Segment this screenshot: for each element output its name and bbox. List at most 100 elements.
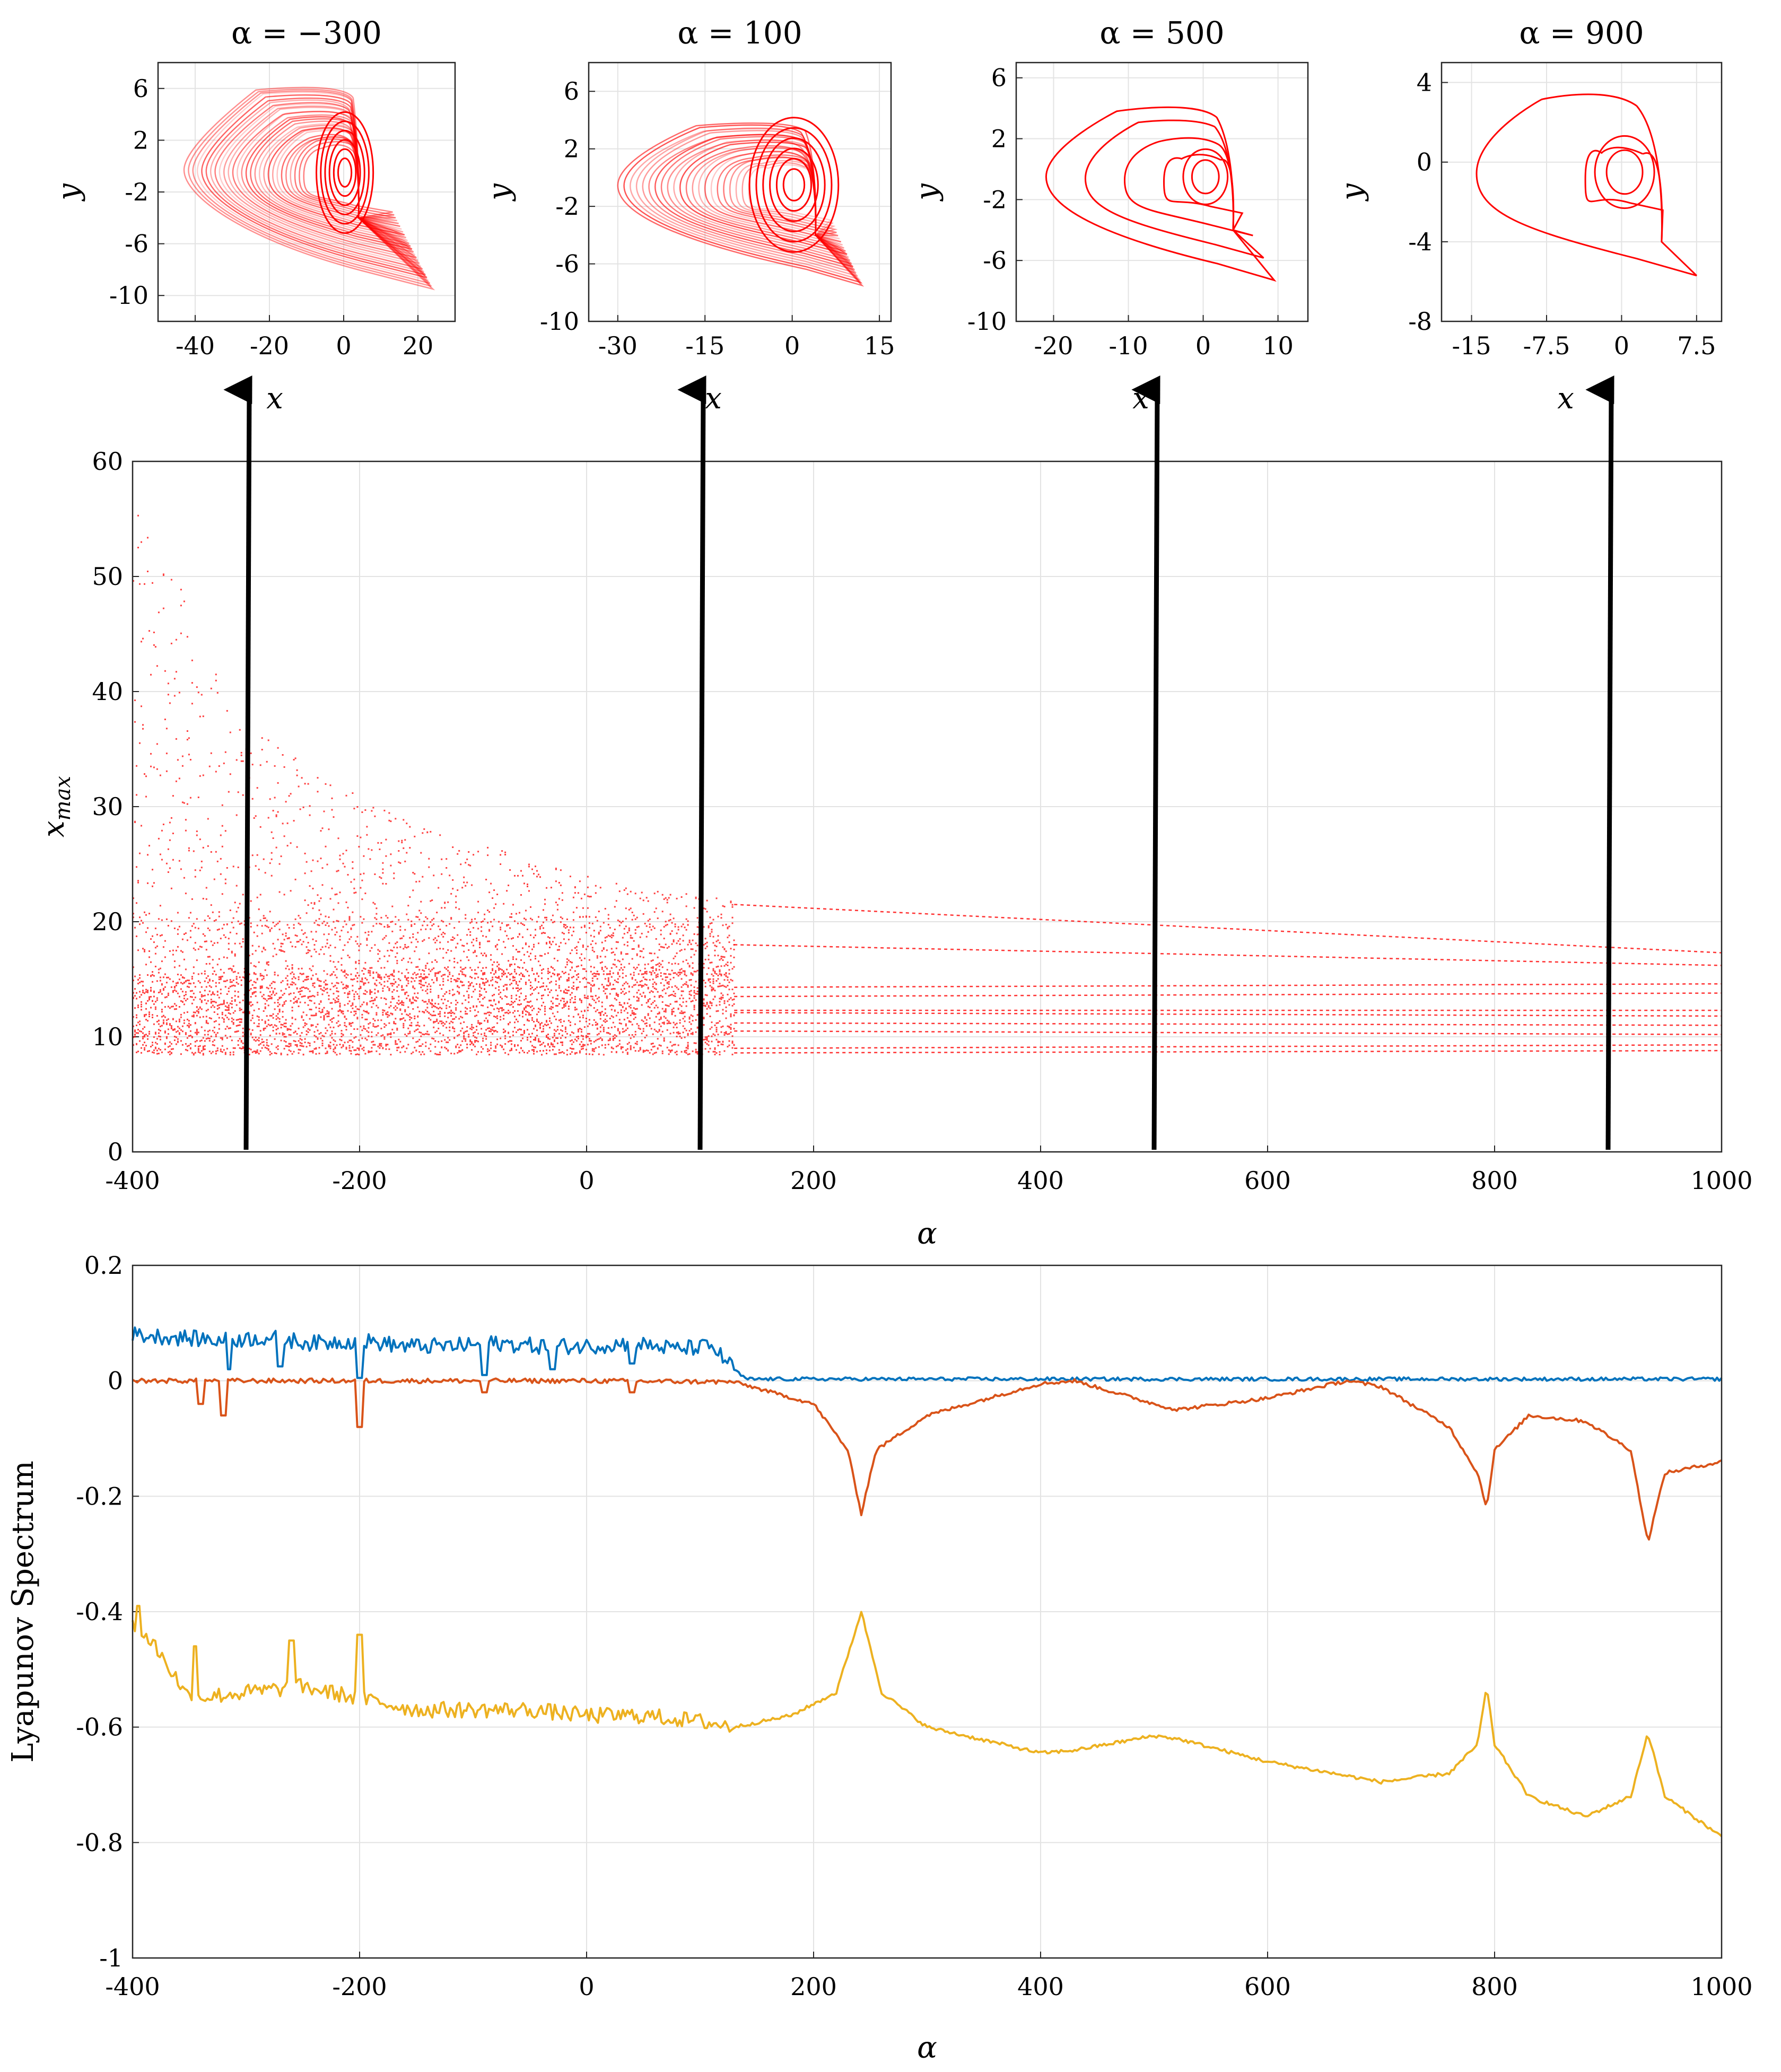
bifurcation-diagram: -400 -200 0 200 400 600 800 1000 0 10 20 30 40 50 60 α x…	[37, 447, 1753, 1251]
y-tick-label: 6	[133, 74, 149, 103]
trajectory-core-loop	[337, 158, 353, 188]
x-tick-label: -15	[1452, 331, 1491, 360]
x-tick-label: -40	[176, 331, 215, 360]
trajectory-core-loop	[333, 148, 357, 197]
x-tick-label: -7.5	[1523, 331, 1570, 360]
tick-labels: -15 -7.5 0 7.5 4 0 -4 -8	[1408, 68, 1716, 360]
periodic-branch	[734, 944, 1722, 966]
y-tick-label: -1	[99, 1944, 123, 1972]
arrow-alpha-900	[1585, 375, 1614, 1150]
trajectory-core-loop	[755, 127, 833, 243]
y-tick-label: -0.2	[76, 1482, 123, 1510]
x-tick-label: 600	[1244, 1972, 1291, 2001]
y-tick-label: 10	[92, 1022, 123, 1051]
alpha-pointer-arrows	[223, 375, 1614, 1150]
periodic-branch	[734, 904, 1722, 954]
periodic-branch	[734, 1022, 1722, 1026]
x-tick-label: 0	[1195, 331, 1211, 360]
y-tick-label: 2	[564, 135, 579, 163]
trajectory-loop	[196, 91, 429, 282]
y-tick-label: -2	[555, 192, 579, 221]
chaotic-region-points	[133, 514, 735, 1056]
y-tick-label: -8	[1408, 307, 1432, 336]
trajectory-loop	[299, 141, 395, 219]
y-tick-label: -4	[1408, 228, 1432, 256]
periodic-branches	[734, 904, 1722, 1054]
phase-portrait-ylabel: y	[51, 183, 86, 202]
y-tick-label: -6	[555, 250, 579, 278]
tick-labels: -20 -10 0 10 6 2 -2 -6 -10	[967, 64, 1294, 360]
phase-portrait-alpha-900: -15 -7.5 0 7.5 4 0 -4 -8 α = 900 x y	[1335, 15, 1723, 416]
series-λ3	[132, 1605, 1723, 1837]
y-tick-label: 4	[1417, 68, 1432, 97]
y-tick-label: -6	[983, 246, 1007, 275]
phase-portrait-alpha-minus-300: -40 -20 0 20 6 2 -2 -6 -10 α = −300 x y	[51, 15, 456, 416]
y-tick-label: 0	[108, 1138, 123, 1166]
trajectory-core-loop	[775, 158, 812, 212]
x-tick-label: 0	[579, 1166, 594, 1195]
ylabel-main: x	[37, 820, 71, 837]
trajectory-loop	[201, 94, 427, 278]
grid-lines	[1442, 63, 1722, 322]
series-λ2	[132, 1377, 1722, 1541]
y-tick-label: 6	[991, 64, 1007, 92]
attractor-trajectory	[1476, 93, 1697, 277]
bifurcation-xlabel: α	[917, 1217, 937, 1251]
y-tick-label: -0.4	[76, 1597, 123, 1626]
y-tick-label: -6	[125, 230, 149, 258]
y-tick-label: 0	[1417, 148, 1432, 177]
trajectory-core-loop	[1191, 159, 1220, 195]
lyapunov-xlabel: α	[917, 2031, 937, 2065]
x-tick-label: 400	[1017, 1972, 1064, 2001]
y-tick-label: 2	[133, 126, 149, 154]
series-λ1	[132, 1326, 1723, 1382]
x-tick-label: 800	[1471, 1972, 1518, 2001]
attractor-trajectory	[183, 86, 435, 291]
y-tick-label: -2	[125, 178, 149, 206]
trajectory-core-loop	[1605, 149, 1644, 195]
tick-labels: -30 -15 0 15 6 2 -2 -6 -10	[540, 77, 895, 360]
trajectory-loop	[1084, 119, 1264, 259]
trajectory-loop	[1045, 106, 1277, 282]
x-tick-label: 15	[864, 331, 895, 360]
arrow-alpha-minus-300	[223, 375, 252, 1150]
x-tick-label: 1000	[1690, 1166, 1752, 1195]
periodic-branch	[734, 1012, 1722, 1017]
lyapunov-series	[132, 1326, 1723, 1837]
x-tick-label: 7.5	[1677, 331, 1716, 360]
y-tick-label: -0.8	[76, 1828, 123, 1857]
ylabel-subscript: max	[51, 776, 75, 820]
axes-frame	[132, 460, 1723, 1153]
y-tick-label: 40	[92, 677, 123, 706]
x-tick-label: 0	[579, 1972, 594, 2001]
trajectory-loop	[192, 90, 431, 284]
arrow-alpha-100	[677, 375, 706, 1150]
trajectory-loop	[183, 86, 435, 291]
trajectory-core-loop	[748, 117, 840, 253]
phase-portrait-ylabel: y	[910, 183, 944, 202]
x-tick-label: 0	[336, 331, 351, 360]
attractor-trajectory	[1045, 106, 1277, 282]
x-tick-label: -200	[332, 1166, 387, 1195]
y-tick-label: 20	[92, 907, 123, 936]
bifurcation-points	[133, 514, 735, 1056]
attractor-trajectory	[617, 117, 865, 287]
trajectory-core-loop	[324, 129, 365, 216]
y-tick-label: -10	[109, 281, 149, 310]
x-tick-label: 200	[790, 1972, 837, 2001]
phase-portrait-alpha-100: -30 -15 0 15 6 2 -2 -6 -10 α = 100 x y	[482, 15, 895, 416]
trajectory-loop	[1476, 93, 1697, 277]
x-tick-label: 0	[784, 331, 800, 360]
phase-portrait-title: α = 100	[677, 15, 802, 51]
trajectory-core-loop	[1594, 135, 1655, 209]
x-tick-label: -200	[332, 1972, 387, 2001]
trajectory-loop	[188, 89, 432, 287]
y-tick-label: 30	[92, 792, 123, 821]
phase-portrait-alpha-500: -20 -10 0 10 6 2 -2 -6 -10 α = 500 x y	[910, 15, 1309, 416]
phase-portrait-title: α = 900	[1519, 15, 1644, 51]
trajectory-core-loop	[782, 168, 806, 202]
axes-frame	[1015, 62, 1309, 322]
x-tick-label: -20	[250, 331, 289, 360]
x-tick-label: 10	[1262, 331, 1294, 360]
y-tick-label: -2	[983, 185, 1007, 214]
